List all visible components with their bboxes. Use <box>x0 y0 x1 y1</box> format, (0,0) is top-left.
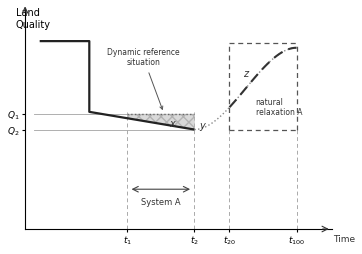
Text: System A: System A <box>141 198 181 207</box>
Text: Dynamic reference
situation: Dynamic reference situation <box>107 48 180 109</box>
Text: Time: Time <box>333 234 355 244</box>
Text: x: x <box>170 119 175 129</box>
Text: z: z <box>243 69 248 79</box>
Text: y: y <box>199 121 205 131</box>
Text: natural
relaxation A: natural relaxation A <box>256 98 302 117</box>
Y-axis label: Land
Quality: Land Quality <box>16 8 51 29</box>
